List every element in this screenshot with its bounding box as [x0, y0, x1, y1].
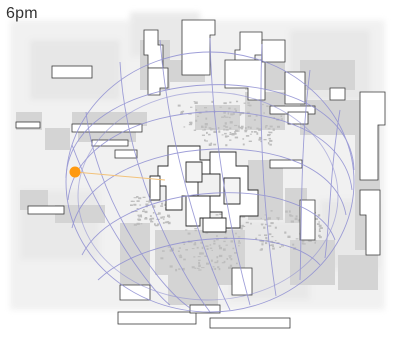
time-of-day-label: 6pm: [6, 5, 38, 22]
sun-path-grid: [65, 37, 355, 313]
building-footprints: [15, 19, 386, 329]
sun-icon[interactable]: [69, 166, 81, 178]
sun-ray: [74, 171, 166, 181]
